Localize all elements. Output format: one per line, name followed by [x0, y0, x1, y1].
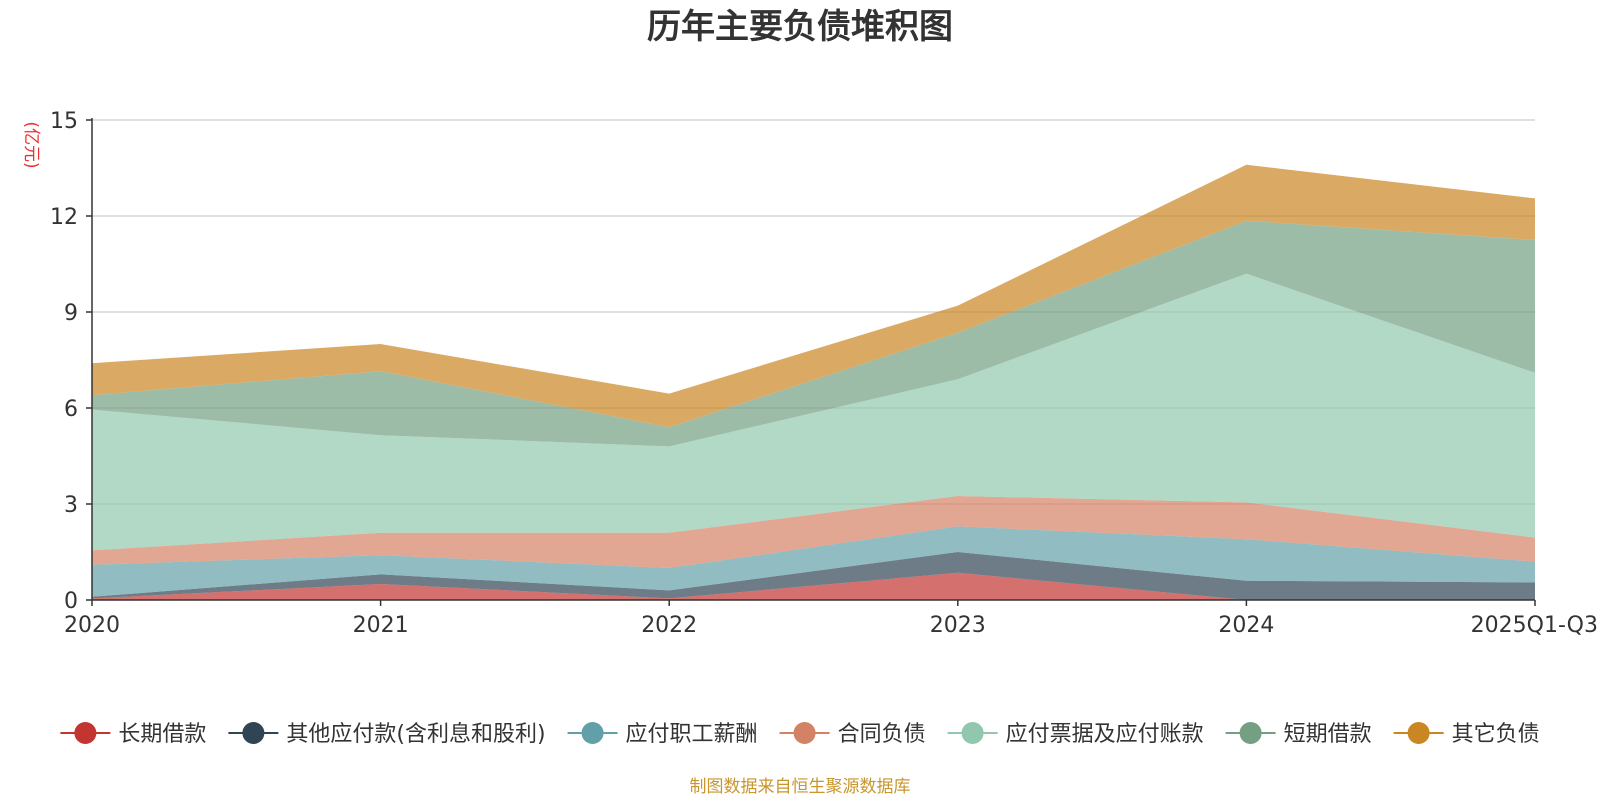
area-series-0 [92, 572, 1535, 600]
legend-marker-0 [74, 722, 97, 744]
x-tick-label-0: 2020 [64, 613, 120, 638]
legend-label-2: 应付职工薪酬 [626, 722, 758, 747]
legend-item-6: 其它负债 [1393, 722, 1540, 747]
y-axis-unit-label: (亿元) [21, 121, 41, 168]
legend-item-0: 长期借款 [60, 722, 206, 747]
area-layer [92, 164, 1535, 600]
legend-label-0: 长期借款 [118, 722, 206, 747]
legend-marker-1 [242, 722, 265, 744]
data-source-footer: 制图数据来自恒生聚源数据库 [690, 777, 911, 797]
legend-item-1: 其他应付款(含利息和股利) [228, 722, 546, 747]
area-series-4 [92, 273, 1535, 551]
legend-marker-4 [961, 722, 984, 744]
legend-label-1: 其他应付款(含利息和股利) [286, 722, 545, 747]
legend-marker-6 [1407, 722, 1430, 744]
legend-marker-5 [1239, 722, 1262, 744]
x-tick-label-2: 2022 [641, 613, 697, 638]
y-tick-label-1: 3 [64, 493, 78, 518]
legend-label-6: 其它负债 [1452, 722, 1540, 747]
axis-layer: 0 3 6 9 12 15 2020 2021 2022 2023 2024 2025Q1-Q3 [50, 109, 1598, 638]
area-series-6 [92, 164, 1535, 428]
area-series-3 [92, 496, 1535, 568]
x-tick-label-1: 2021 [353, 613, 409, 638]
legend-label-4: 应付票据及应付账款 [1006, 722, 1204, 747]
x-tick-label-3: 2023 [930, 613, 986, 638]
legend-marker-3 [793, 722, 816, 744]
y-tick-label-4: 12 [50, 205, 78, 230]
legend-item-5: 短期借款 [1225, 722, 1372, 747]
legend-item-3: 合同负债 [779, 722, 926, 747]
y-tick-label-3: 9 [64, 301, 78, 326]
y-tick-label-5: 15 [50, 109, 78, 134]
area-series-2 [92, 526, 1535, 597]
legend-item-4: 应付票据及应付账款 [947, 722, 1204, 747]
legend-label-3: 合同负债 [838, 722, 926, 747]
chart-title: 历年主要负债堆积图 [647, 7, 953, 47]
legend-item-2: 应付职工薪酬 [567, 722, 758, 747]
x-tick-label-4: 2024 [1218, 613, 1274, 638]
y-tick-label-0: 0 [64, 589, 78, 614]
area-series-1 [92, 552, 1535, 600]
legend: 长期借款 其他应付款(含利息和股利) 应付职工薪酬 合同负债 应付票据及应付账款 短期借款… [60, 722, 1540, 747]
legend-label-5: 短期借款 [1284, 722, 1372, 747]
area-series-5 [92, 220, 1535, 447]
legend-marker-2 [581, 722, 604, 744]
y-tick-label-2: 6 [64, 397, 78, 422]
x-tick-label-5: 2025Q1-Q3 [1471, 613, 1598, 638]
